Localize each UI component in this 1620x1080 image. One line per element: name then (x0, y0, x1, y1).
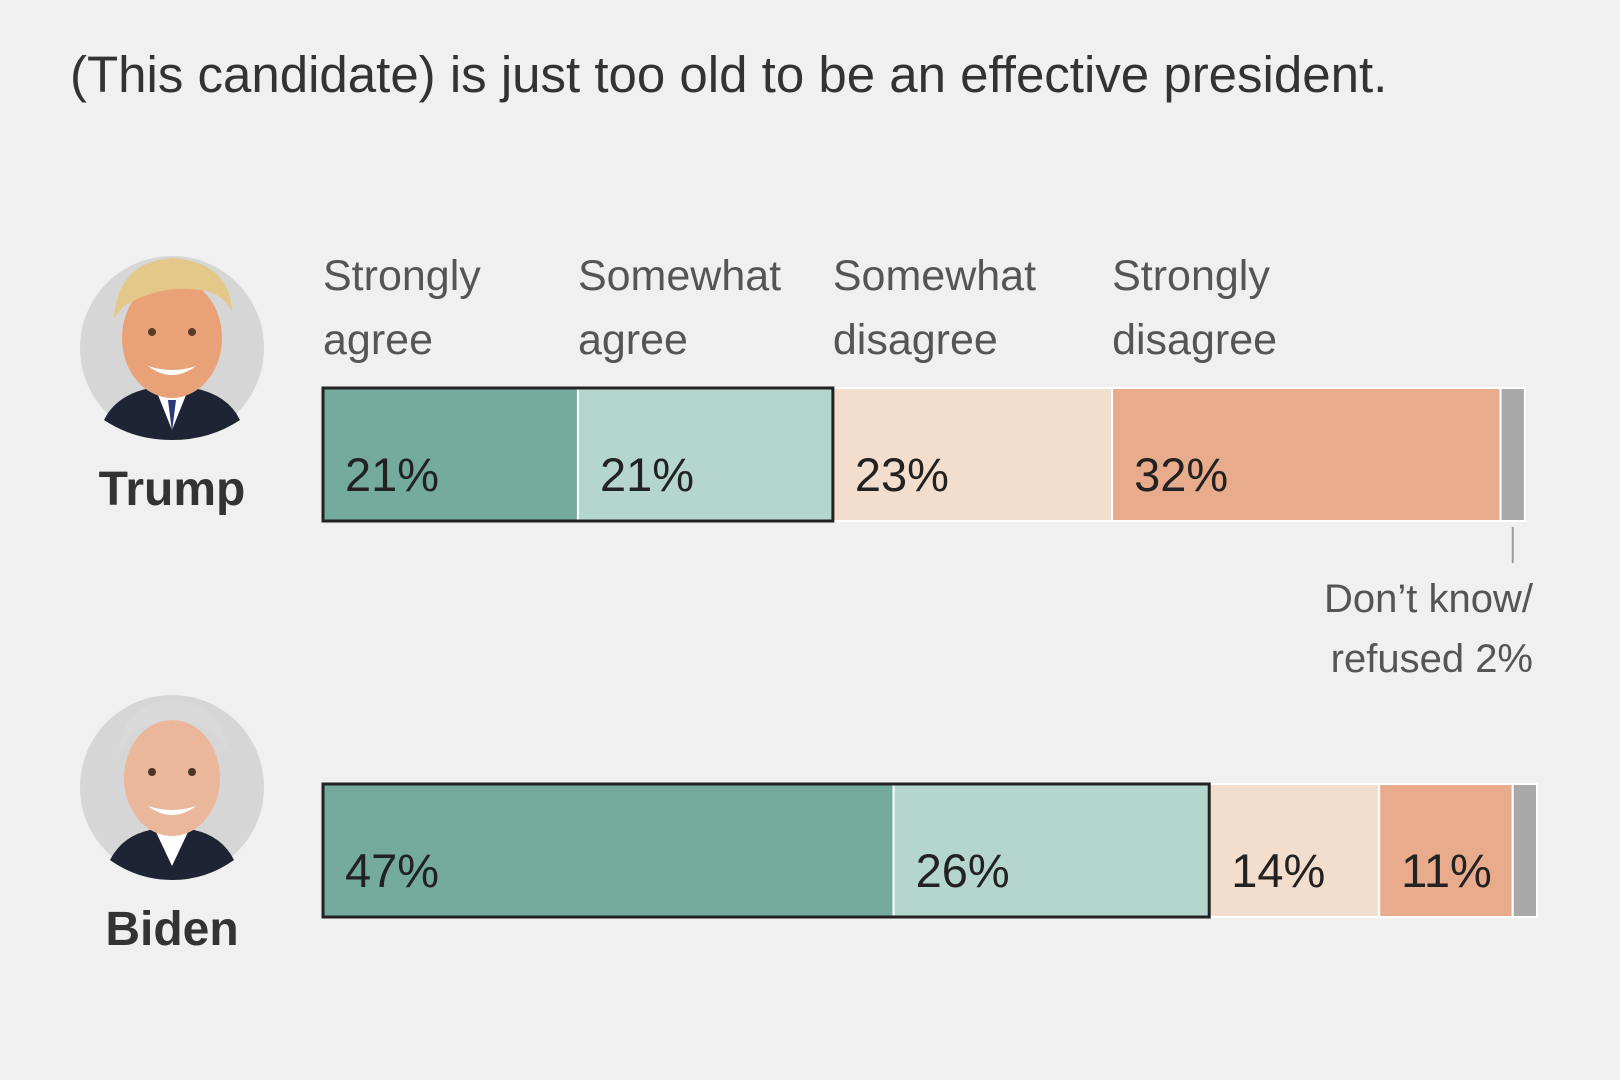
value-label-biden-3: 14% (1231, 844, 1325, 897)
category-label-3-line2: disagree (833, 316, 998, 364)
value-label-trump-3: 23% (855, 448, 949, 501)
category-label-4-line2: disagree (1112, 316, 1277, 364)
dont-know-annotation: Don’t know/ refused 2% (1324, 527, 1534, 681)
dont-know-label-line2: refused 2% (1331, 637, 1533, 681)
dont-know-label-line1: Don’t know/ (1324, 577, 1534, 621)
category-label-1-line1: Strongly (323, 252, 481, 300)
bar-biden-2 (892, 783, 1211, 918)
series-name-trump: Trump (99, 463, 246, 516)
value-label-biden-4: 11% (1401, 844, 1492, 897)
biden-avatar (80, 695, 264, 880)
bar-trump-5 (1499, 387, 1526, 522)
category-legend: Strongly agree Somewhat agree Somewhat disagr… (323, 252, 1277, 364)
bar-biden-1 (322, 783, 895, 918)
chart-title: (This candidate) is just too old to be a… (70, 46, 1387, 103)
bar-biden-4 (1378, 783, 1514, 918)
series-name-biden: Biden (105, 903, 238, 956)
value-label-trump-4: 32% (1134, 448, 1228, 501)
bar-trump-1 (322, 387, 579, 522)
bar-biden-3 (1208, 783, 1381, 918)
bar-biden-5 (1511, 783, 1538, 918)
category-label-4-line1: Strongly (1112, 252, 1270, 300)
value-label-biden-1: 47% (345, 844, 439, 897)
agree-outline-trump (321, 386, 835, 523)
category-label-2-line2: agree (578, 316, 688, 364)
value-label-trump-1: 21% (345, 448, 439, 501)
agree-outline-biden (321, 782, 1211, 919)
trump-avatar (80, 256, 264, 440)
category-label-3-line1: Somewhat (833, 252, 1036, 300)
value-label-trump-2: 21% (600, 448, 694, 501)
bars: 21% 21% 23% 32% 47% 26% 14% 11% (321, 386, 1538, 919)
bar-trump-2 (576, 387, 834, 522)
category-label-1-line2: agree (323, 316, 433, 364)
value-label-biden-2: 26% (916, 844, 1010, 897)
category-label-2-line1: Somewhat (578, 252, 781, 300)
